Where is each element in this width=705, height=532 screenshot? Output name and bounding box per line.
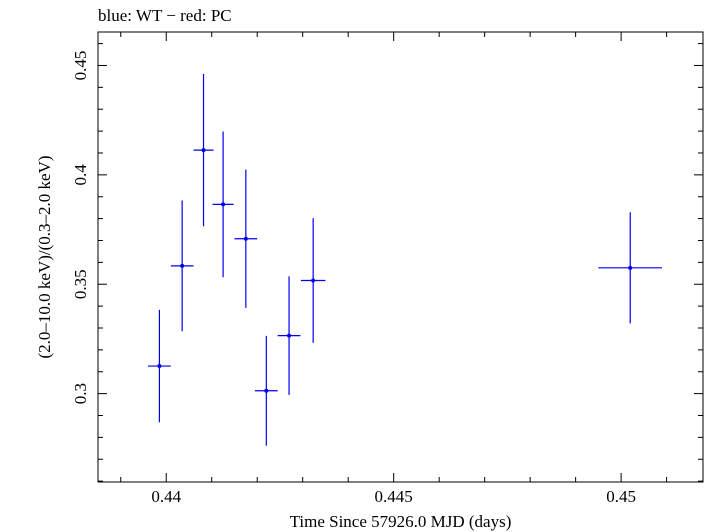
data-point: [193, 74, 214, 227]
chart-title: blue: WT − red: PC: [98, 6, 232, 25]
y-tick-label: 0.3: [71, 383, 90, 404]
data-point: [254, 335, 278, 446]
x-tick-label: 0.45: [606, 487, 636, 506]
y-tick-label: 0.35: [71, 269, 90, 299]
point-marker: [221, 202, 226, 207]
data-point: [212, 131, 234, 278]
point-marker: [201, 148, 206, 153]
point-marker: [311, 278, 316, 283]
point-marker: [243, 236, 248, 241]
data-points: [148, 74, 663, 446]
x-axis-ticks: 0.44 0.445 0.45: [120, 32, 668, 506]
x-tick-label: 0.44: [151, 487, 181, 506]
point-marker: [628, 265, 633, 270]
point-marker: [264, 388, 269, 393]
data-point: [300, 218, 326, 343]
data-point: [234, 169, 258, 308]
point-marker: [180, 263, 185, 268]
point-marker: [157, 364, 162, 369]
point-marker: [287, 333, 292, 338]
data-point: [598, 212, 663, 324]
data-point: [170, 200, 194, 332]
plot-frame: [97, 31, 704, 483]
y-axis-label: (2.0–10.0 keV)/(0.3–2.0 keV): [35, 155, 54, 358]
x-tick-label: 0.445: [375, 487, 413, 506]
data-point: [148, 309, 171, 423]
data-point: [277, 276, 301, 395]
y-axis-ticks: 0.3 0.35 0.4 0.45: [71, 43, 703, 482]
y-tick-label: 0.45: [71, 51, 90, 81]
y-tick-label: 0.4: [71, 164, 90, 186]
x-axis-label: Time Since 57926.0 MJD (days): [290, 512, 512, 531]
